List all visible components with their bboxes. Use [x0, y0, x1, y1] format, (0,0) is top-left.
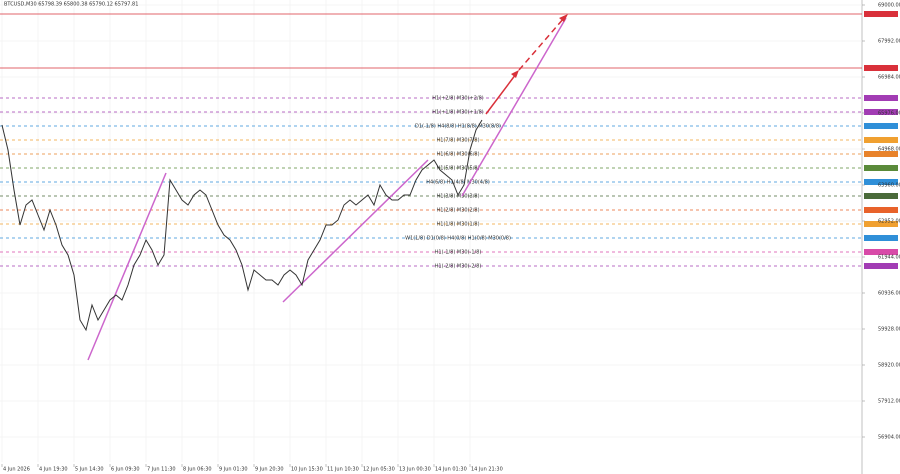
price-line	[1, 119, 483, 332]
projection-arrow	[518, 17, 565, 71]
level-label: H1(-2/8) M30(-2/8)	[435, 264, 482, 270]
x-tick-label: 4 Jun 19:30	[39, 467, 68, 473]
x-tick-label: 14 Jun 01:30	[435, 467, 467, 473]
level-marker	[864, 249, 898, 255]
level-label: H1(+1/8) M30(+1/8)	[432, 110, 484, 116]
x-tick-label: 12 Jun 05:30	[363, 467, 395, 473]
y-tick-label: 66984.00	[878, 75, 900, 81]
level-label: H1(2/8) M30(2/8)	[436, 208, 479, 214]
y-tick-label: 69000.00	[878, 3, 900, 9]
level-label: H1(5/8) M30(5/8)	[436, 166, 479, 172]
x-tick-label: 4 Jun 2026	[3, 467, 30, 473]
level-label: H1(+2/8) M30(+2/8)	[432, 96, 484, 102]
level-label: H1(1/8) M30(1/8)	[436, 222, 479, 228]
level-marker	[864, 95, 898, 101]
trend-line	[282, 159, 429, 303]
y-tick-label: 56904.00	[878, 435, 900, 441]
x-tick-label: 5 Jun 14:30	[75, 467, 104, 473]
level-marker	[864, 151, 898, 157]
level-marker	[864, 109, 898, 115]
grid	[0, 0, 862, 462]
x-tick-label: 10 Jun 15:30	[291, 467, 323, 473]
level-marker	[864, 235, 898, 241]
level-label: H1(6/8) M30(6/8)	[436, 152, 479, 158]
level-marker	[864, 65, 898, 71]
x-tick-label: 8 Jun 06:30	[183, 467, 212, 473]
x-tick-label: 6 Jun 09:30	[111, 467, 140, 473]
y-tick-label: 67992.00	[878, 39, 900, 45]
y-tick-label: 57912.00	[878, 399, 900, 405]
x-tick-label: 9 Jun 20:30	[255, 467, 284, 473]
x-tick-label: 13 Jun 00:30	[399, 467, 431, 473]
y-tick-label: 58920.00	[878, 363, 900, 369]
level-label: H1(3/8) M30(3/8)	[436, 194, 479, 200]
level-marker	[864, 123, 898, 129]
level-label: H1(7/8) M30(7/8)	[436, 138, 479, 144]
x-tick-label: 11 Jun 10:30	[327, 467, 359, 473]
level-marker	[864, 263, 898, 269]
y-tick-label: 65976.00	[878, 111, 900, 117]
level-marker	[864, 165, 898, 171]
level-label: H1(-1/8) M30(-1/8)	[435, 250, 482, 256]
y-tick-label: 62952.00	[878, 219, 900, 225]
levels: H1(+2/8) M30(+2/8) H1(+1/8) M30(+1/8) D1(-…	[0, 11, 898, 270]
x-tick-label: 7 Jun 11:30	[147, 467, 176, 473]
projection-arrow	[485, 73, 517, 115]
x-tick-label: 9 Jun 01:30	[219, 467, 248, 473]
level-marker	[864, 221, 898, 227]
level-label: D1(-1/8) H4(8/8) H1(8/8) M30(8/8)	[415, 124, 501, 130]
y-tick-label: 61944.00	[878, 255, 900, 261]
y-tick-label: 60936.00	[878, 291, 900, 297]
level-marker	[864, 193, 898, 199]
y-tick-label: 63960.00	[878, 183, 900, 189]
level-label: W1(1/8) D1(0/8) H4(0/8) H1(0/8) M30(0/8)	[405, 236, 511, 242]
level-marker	[864, 11, 898, 17]
trend-line	[461, 17, 567, 197]
arrow-head	[559, 14, 568, 22]
level-label: H4(6/8) H1(4/8) M30(4/8)	[426, 180, 490, 186]
y-tick-label: 64968.00	[878, 147, 900, 153]
x-tick-label: 14 Jun 21:30	[471, 467, 503, 473]
level-marker	[864, 179, 898, 185]
y-tick-label: 59928.00	[878, 327, 900, 333]
level-marker	[864, 207, 898, 213]
trend-line	[87, 172, 167, 361]
level-marker	[864, 137, 898, 143]
chart-title: BTCUSD,M30 65798.39 65800.38 65790.12 65…	[4, 2, 138, 8]
arrow-head	[511, 70, 519, 78]
